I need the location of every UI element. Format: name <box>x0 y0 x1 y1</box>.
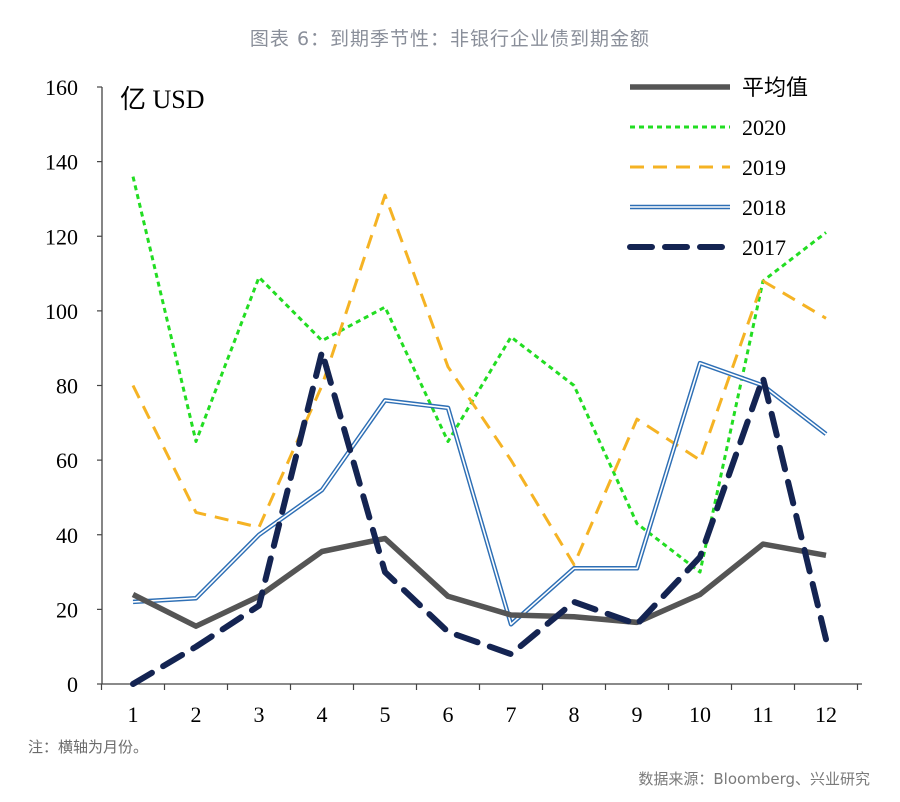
axis-note: 注：横轴为月份。 <box>28 738 149 756</box>
y-tick-label: 160 <box>45 75 78 100</box>
data-source: 数据来源：Bloomberg、兴业研究 <box>638 770 870 788</box>
data-point <box>320 384 324 388</box>
legend-label: 2017 <box>742 235 786 260</box>
legend-label: 2020 <box>742 115 786 140</box>
series-平均值 <box>131 535 827 629</box>
y-tick-label: 140 <box>45 150 78 175</box>
x-tick-label: 6 <box>443 702 454 727</box>
y-tick-label: 120 <box>45 224 78 249</box>
series-2018 <box>132 360 828 627</box>
chart-title: 图表 6：到期季节性：非银行企业债到期金额 <box>249 28 651 50</box>
x-tick-label: 10 <box>689 702 711 727</box>
y-tick-label: 100 <box>45 299 78 324</box>
x-tick-label: 1 <box>128 702 139 727</box>
legend-item-2019: 2019 <box>630 155 786 180</box>
series-layer <box>130 176 829 687</box>
y-axis-unit-label: 亿 USD <box>120 85 205 114</box>
legend-item-平均值: 平均值 <box>630 75 808 100</box>
legend-item-2017: 2017 <box>627 235 786 260</box>
legend: 平均值 2020 2019 2018 2017 <box>627 75 808 260</box>
y-tick-label: 20 <box>56 597 78 622</box>
x-tick-label: 12 <box>815 702 837 727</box>
series-line <box>131 176 827 574</box>
x-tick-label: 5 <box>380 702 391 727</box>
y-tick-label: 60 <box>56 448 78 473</box>
legend-item-2020: 2020 <box>630 115 786 140</box>
x-tick-label: 3 <box>254 702 265 727</box>
legend-label: 2019 <box>742 155 786 180</box>
series-line <box>131 535 827 629</box>
x-tick-label: 11 <box>752 702 773 727</box>
series-line <box>130 348 829 687</box>
y-tick-label: 80 <box>56 374 78 399</box>
legend-item-2018: 2018 <box>630 195 786 220</box>
x-tick-label: 8 <box>569 702 580 727</box>
series-line <box>131 193 827 567</box>
legend-label: 平均值 <box>742 75 808 100</box>
series-2019 <box>131 193 827 567</box>
y-tick-label: 0 <box>67 672 78 697</box>
series-2020 <box>131 176 827 574</box>
x-tick-label: 4 <box>317 702 328 727</box>
x-tick-label: 9 <box>632 702 643 727</box>
series-2017 <box>130 348 829 687</box>
series-line <box>132 362 827 626</box>
x-tick-label: 2 <box>191 702 202 727</box>
y-tick-label: 40 <box>56 523 78 548</box>
data-point <box>698 458 702 462</box>
x-tick-label: 7 <box>506 702 517 727</box>
legend-label: 2018 <box>742 195 786 220</box>
